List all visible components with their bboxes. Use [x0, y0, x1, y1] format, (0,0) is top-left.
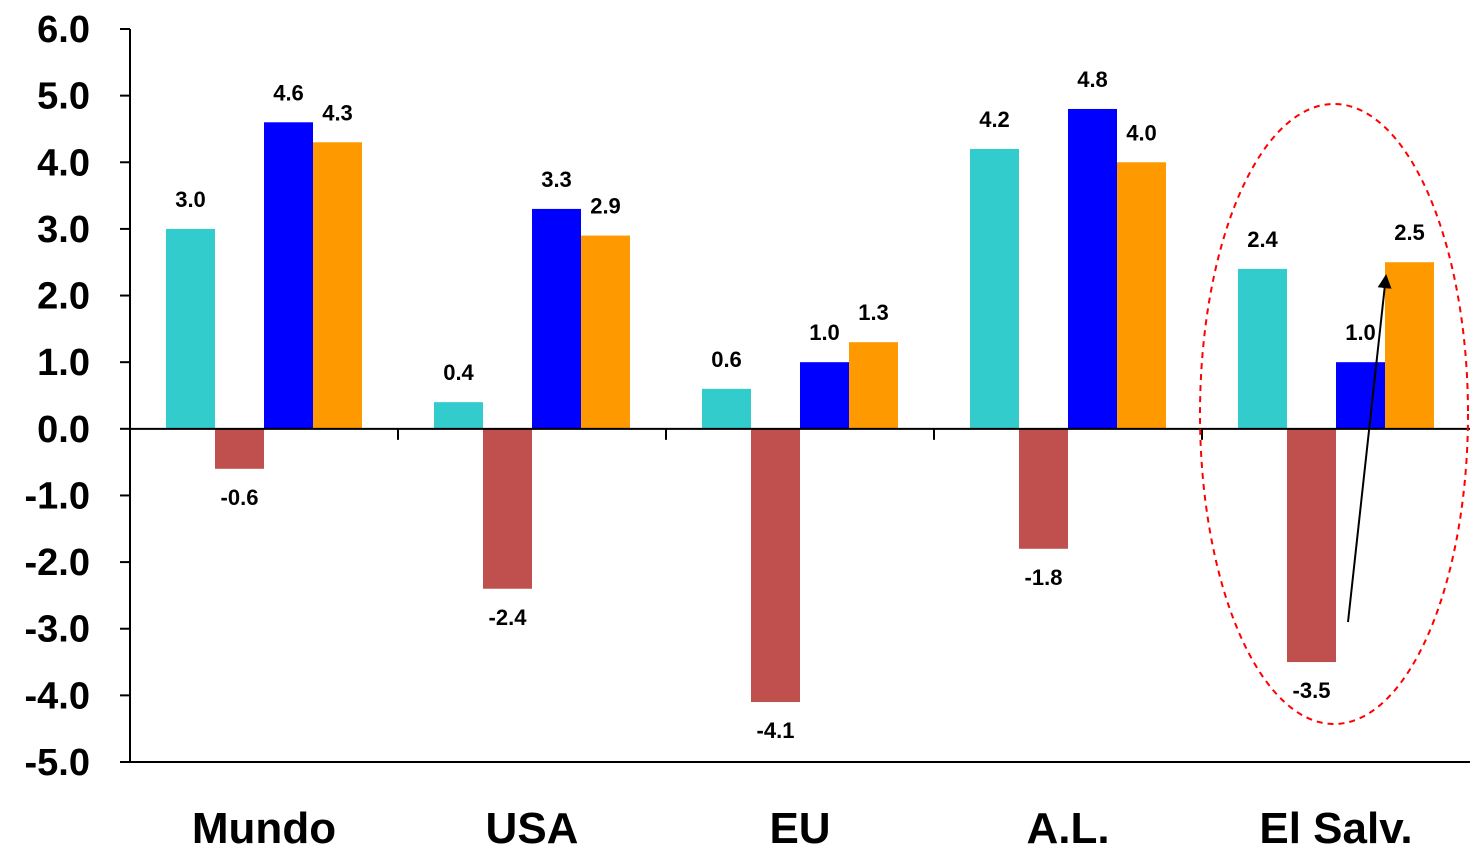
- data-label: 3.0: [175, 187, 206, 212]
- bar-s3-usa: [532, 208, 581, 429]
- category-label: EU: [769, 804, 830, 848]
- data-label: -3.5: [1293, 678, 1331, 703]
- data-label: 4.8: [1077, 67, 1108, 92]
- data-label: 4.0: [1126, 120, 1157, 145]
- data-label: 4.3: [322, 100, 353, 125]
- bar-s4-eu: [849, 342, 898, 429]
- bar-s2-mundo: [215, 428, 264, 469]
- y-tick-label: -2.0: [25, 542, 90, 584]
- y-tick-label: 1.0: [37, 342, 90, 384]
- y-tick-label: 2.0: [37, 276, 90, 318]
- y-tick-label: -3.0: [25, 609, 90, 651]
- data-label: -0.6: [221, 485, 259, 510]
- data-label: 1.3: [858, 300, 889, 325]
- bar-s2-el-salv: [1287, 428, 1336, 663]
- bar-s2-eu: [751, 428, 800, 703]
- y-tick-label: 4.0: [37, 142, 90, 184]
- y-tick-label: -5.0: [25, 742, 90, 784]
- data-label: 0.4: [443, 360, 474, 385]
- bar-s2-a-l: [1019, 428, 1068, 549]
- y-tick-label: 0.0: [37, 409, 90, 451]
- data-label: 2.4: [1247, 227, 1278, 252]
- data-label: 1.0: [809, 320, 840, 345]
- category-label: A.L.: [1026, 804, 1109, 848]
- y-tick-label: 5.0: [37, 76, 90, 118]
- data-label: -4.1: [757, 718, 795, 743]
- data-label: 2.9: [590, 194, 621, 219]
- highlight-ellipse: [1199, 103, 1469, 725]
- y-tick-label: -4.0: [25, 675, 90, 717]
- bar-s3-mundo: [264, 122, 313, 429]
- bar-s4-a-l: [1117, 162, 1166, 429]
- bar-s1-mundo: [166, 228, 215, 429]
- bar-s4-usa: [581, 235, 630, 429]
- data-label: -2.4: [489, 605, 528, 630]
- data-label: 2.5: [1394, 220, 1425, 245]
- bar-s4-el-salv: [1385, 262, 1434, 429]
- bar-s3-a-l: [1068, 108, 1117, 429]
- data-label: 3.3: [541, 167, 572, 192]
- bar-s3-eu: [800, 362, 849, 429]
- category-label: El Salv.: [1259, 804, 1412, 848]
- bar-s1-a-l: [970, 148, 1019, 429]
- bar-s1-el-salv: [1238, 268, 1287, 429]
- bar-s4-mundo: [313, 142, 362, 429]
- y-tick-label: -1.0: [25, 475, 90, 517]
- bar-s2-usa: [483, 428, 532, 589]
- category-label: Mundo: [192, 804, 336, 848]
- data-label: 1.0: [1345, 320, 1376, 345]
- bar-s1-eu: [702, 388, 751, 429]
- change-arrow: [1347, 274, 1392, 623]
- data-label: 4.2: [979, 107, 1010, 132]
- data-label: 0.6: [711, 347, 742, 372]
- y-tick-label: 6.0: [37, 9, 90, 51]
- y-tick-label: 3.0: [37, 209, 90, 251]
- data-label: 4.6: [273, 80, 304, 105]
- bar-s1-usa: [434, 402, 483, 429]
- data-label: -1.8: [1025, 565, 1063, 590]
- bar-s3-el-salv: [1336, 362, 1385, 429]
- category-label: USA: [486, 804, 579, 848]
